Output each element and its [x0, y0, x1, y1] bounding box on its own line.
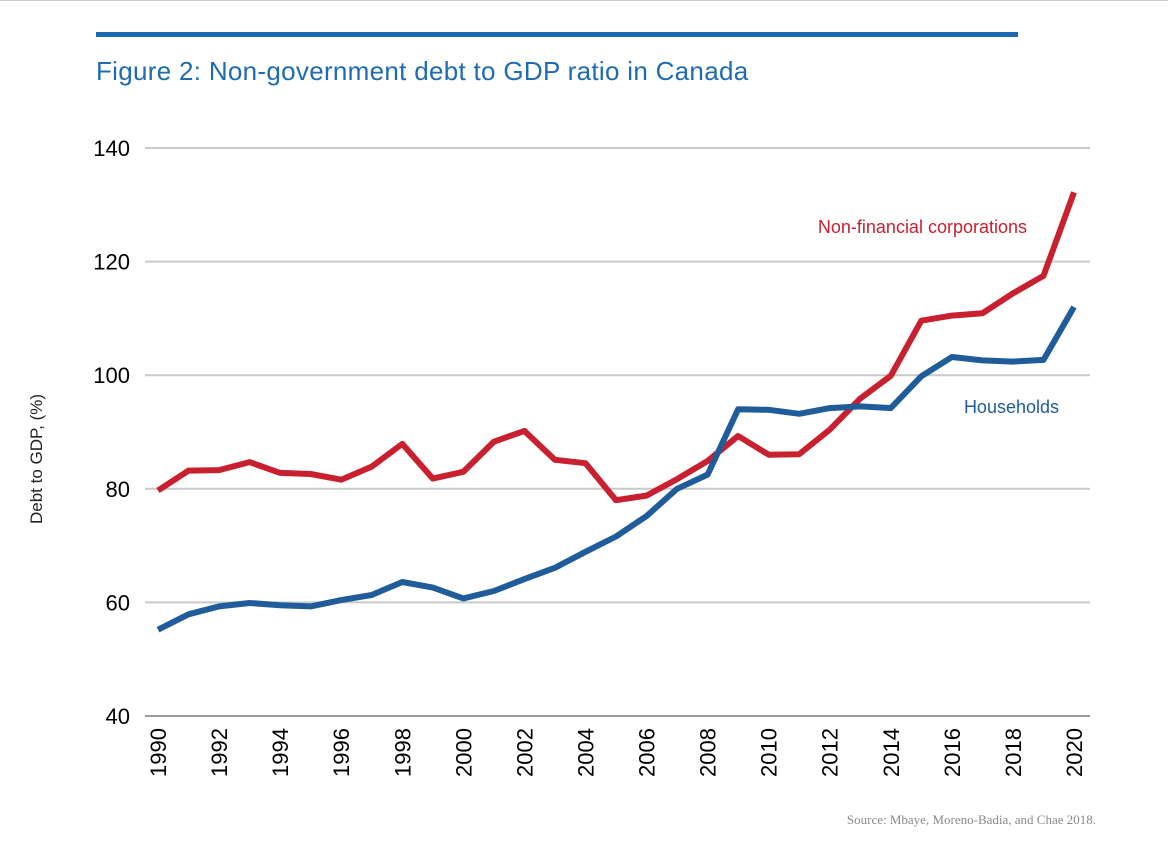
series-lines: [156, 191, 1077, 633]
title-rule: [96, 32, 1018, 37]
x-tick-label: 2008: [696, 728, 721, 777]
x-tick-label: 1990: [146, 728, 171, 777]
y-tick-label: 40: [106, 704, 130, 729]
gridlines: [145, 147, 1090, 604]
y-tick-label: 60: [106, 590, 130, 615]
x-tick-label: 1992: [207, 728, 232, 777]
series-label-households: Households: [964, 397, 1059, 417]
y-tick-label: 140: [93, 136, 130, 161]
x-tick-label: 2004: [573, 728, 598, 777]
x-tick-label: 2006: [635, 728, 660, 777]
x-tick-label: 2014: [879, 728, 904, 777]
top-border: [0, 0, 1168, 1]
series-line-non-financial-corporations: [156, 191, 1077, 504]
x-tick-label: 2002: [512, 728, 537, 777]
x-tick-label: 1994: [268, 728, 293, 777]
x-tick-label: 2016: [940, 728, 965, 777]
series-line-households: [156, 305, 1077, 633]
x-axis-ticks: 1990 1992 1994 1996 1998 2000 2002 2004 2006 2008…: [146, 728, 1087, 777]
x-tick-label: 1996: [329, 728, 354, 777]
x-tick-label: 2020: [1062, 728, 1087, 777]
y-tick-label: 100: [93, 363, 130, 388]
x-tick-label: 1998: [390, 728, 415, 777]
x-tick-label: 2010: [757, 728, 782, 777]
figure-title: Figure 2: Non-government debt to GDP rat…: [96, 56, 749, 86]
y-axis-ticks: 40 60 80 100 120 140: [93, 136, 130, 729]
x-tick-label: 2000: [451, 728, 476, 777]
series-label-non-financial-corporations: Non-financial corporations: [818, 217, 1027, 237]
y-tick-label: 120: [93, 250, 130, 275]
source-note: Source: Mbaye, Moreno-Badia, and Chae 20…: [846, 812, 1096, 827]
y-axis-label: Debt to GDP, (%): [27, 394, 46, 524]
y-tick-label: 80: [106, 477, 130, 502]
x-tick-label: 2012: [818, 728, 843, 777]
x-tick-label: 2018: [1001, 728, 1026, 777]
